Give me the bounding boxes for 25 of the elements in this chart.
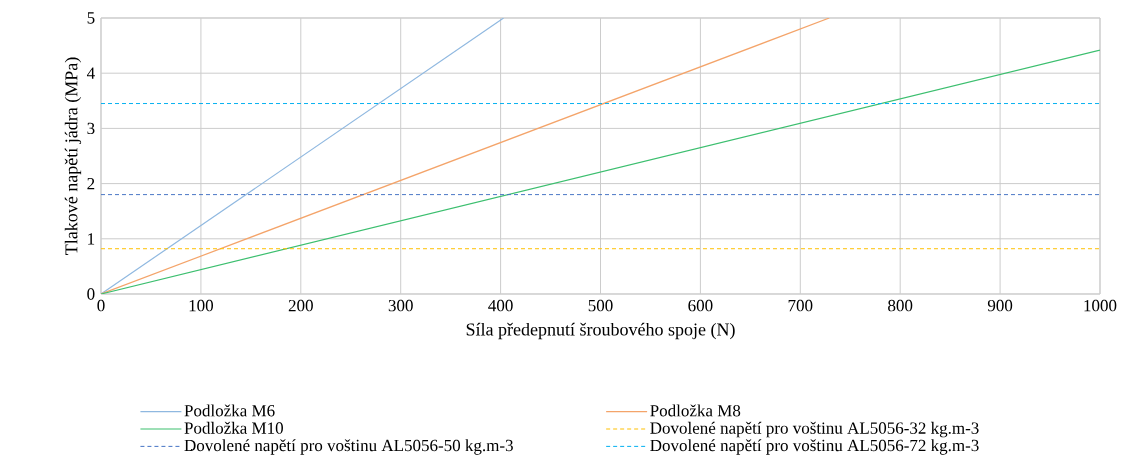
y-tick-label: 4 (86, 67, 95, 79)
x-tick-label: 100 (189, 299, 214, 312)
x-tick-label: 600 (688, 299, 713, 312)
y-axis-title: Tlakové napětí jádra (MPa) (64, 57, 82, 255)
x-tick-label: 400 (488, 299, 513, 312)
x-tick-label: 900 (987, 299, 1013, 312)
legend-label: Podložka M6 (184, 404, 275, 417)
x-tick-label: 200 (288, 299, 313, 312)
legend-label: Podložka M8 (650, 404, 741, 417)
y-tick-label: 1 (88, 233, 95, 245)
y-tick-label: 5 (87, 12, 95, 24)
x-tick-label: 500 (588, 299, 613, 312)
legend-label: Dovolené napětí pro voštinu AL5056-50 kg.m-3 (184, 439, 513, 455)
y-tick-label: 0 (87, 288, 95, 300)
x-tick-label: 1000 (1084, 299, 1117, 312)
x-axis-title: Síla předepnutí šroubového spoje (N) (466, 322, 735, 340)
x-tick-label: 700 (788, 299, 813, 312)
y-tick-label: 3 (87, 122, 95, 135)
x-tick-label: 800 (888, 299, 913, 312)
y-tick-label: 2 (87, 177, 95, 190)
x-tick-label: 0 (97, 299, 105, 312)
legend-label: Podložka M10 (184, 421, 283, 434)
legend-label: Dovolené napětí pro voštinu AL5056-72 kg.m-3 (650, 439, 979, 455)
legend-label: Dovolené napětí pro voštinu AL5056-32 kg.m-3 (650, 421, 979, 438)
x-tick-label: 300 (388, 299, 413, 312)
